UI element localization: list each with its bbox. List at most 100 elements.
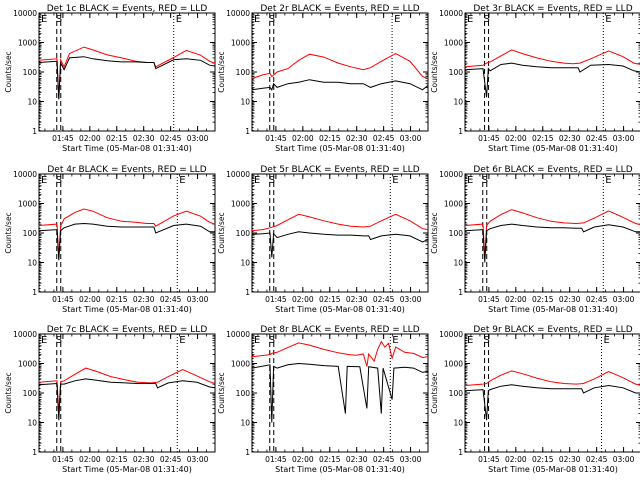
- x-tick-label: 03:00: [613, 455, 635, 464]
- x-tick-label: 02:15: [532, 134, 554, 143]
- x-tick-label: 02:00: [79, 295, 101, 304]
- x-tick-label: 02:15: [319, 134, 341, 143]
- marker-label-e-start: E: [254, 175, 260, 186]
- y-tick-label: 10: [27, 98, 37, 107]
- series-line-events: [251, 362, 429, 423]
- x-tick-label: 02:00: [292, 134, 314, 143]
- chart-title: Det 5r BLACK = Events, RED = LLD: [260, 165, 419, 175]
- y-tick-label: 10: [453, 419, 463, 428]
- y-tick-label: 10000: [226, 9, 250, 18]
- marker-label-s: S: [56, 14, 62, 25]
- x-tick-label: 02:00: [79, 134, 101, 143]
- x-tick-label: 02:15: [106, 295, 128, 304]
- y-tick-label: 100: [23, 68, 38, 77]
- chart-title: Det 9r BLACK = Events, RED = LLD: [473, 325, 632, 335]
- y-tick-label: 10: [453, 259, 463, 268]
- series-line-lld: [38, 367, 216, 414]
- y-tick-label: 10000: [439, 9, 463, 18]
- plot-frame: [38, 12, 216, 132]
- x-tick-label: 02:15: [106, 455, 128, 464]
- series-line-lld: [464, 49, 640, 68]
- x-tick-label: 03:00: [187, 295, 209, 304]
- x-tick-label: 03:00: [400, 134, 422, 143]
- marker-label-s: S: [484, 335, 490, 346]
- y-tick-label: 1: [32, 127, 37, 136]
- x-tick-label: 02:30: [133, 134, 155, 143]
- series-line-lld: [251, 213, 429, 232]
- series-line-lld: [38, 208, 216, 258]
- x-tick-label: 02:30: [346, 455, 368, 464]
- y-tick-label: 100: [23, 389, 38, 398]
- x-tick-label: 02:30: [346, 134, 368, 143]
- series-line-events: [38, 378, 216, 421]
- marker-label-e-start: E: [41, 335, 47, 346]
- marker-label-e-start: E: [467, 175, 473, 186]
- marker-label-e-start: E: [254, 335, 260, 346]
- x-tick-label: 02:30: [559, 455, 581, 464]
- y-tick-label: 100: [236, 229, 251, 238]
- chart-panel-1: Det 1c BLACK = Events, RED = LLD 1 10 100 10…: [4, 4, 216, 153]
- series-line-lld: [251, 53, 429, 79]
- plot-frame: [464, 173, 640, 293]
- x-tick-label: 02:15: [532, 295, 554, 304]
- y-tick-label: 10: [240, 259, 250, 268]
- y-tick-label: 1: [245, 448, 250, 457]
- y-tick-label: 1: [32, 288, 37, 297]
- y-tick-label: 10: [240, 98, 250, 107]
- y-tick-label: 1000: [18, 200, 37, 209]
- y-tick-label: 1000: [231, 360, 250, 369]
- chart-panel-4: Det 4r BLACK = Events, RED = LLD 1 10 100 10…: [4, 165, 216, 314]
- x-tick-label: 01:45: [52, 134, 74, 143]
- y-tick-label: 100: [449, 389, 464, 398]
- x-tick-label: 02:45: [586, 134, 608, 143]
- y-tick-label: 1: [458, 127, 463, 136]
- x-tick-label: 01:45: [52, 295, 74, 304]
- x-tick-label: 02:45: [373, 295, 395, 304]
- series-line-events: [251, 79, 429, 91]
- series-line-events: [38, 56, 216, 100]
- y-axis-label: Counts/sec: [430, 212, 439, 253]
- y-axis-label: Counts/sec: [430, 372, 439, 413]
- x-axis-label: Start Time (05-Mar-08 01:31:40): [275, 305, 405, 314]
- x-axis-label: Start Time (05-Mar-08 01:31:40): [488, 144, 618, 153]
- series-line-events: [464, 223, 640, 263]
- plot-frame: [38, 333, 216, 453]
- y-axis-label: Counts/sec: [4, 51, 13, 92]
- y-tick-label: 10: [240, 419, 250, 428]
- x-axis-label: Start Time (05-Mar-08 01:31:40): [62, 305, 192, 314]
- y-tick-label: 10000: [13, 330, 37, 339]
- y-axis-label: Counts/sec: [217, 51, 226, 92]
- marker-label-e-start: E: [41, 14, 47, 25]
- marker-label-s: S: [56, 175, 62, 186]
- marker-label-e-start: E: [41, 175, 47, 186]
- y-tick-label: 10000: [226, 330, 250, 339]
- x-tick-label: 01:45: [265, 455, 287, 464]
- x-tick-label: 02:00: [79, 455, 101, 464]
- x-tick-label: 02:45: [160, 134, 182, 143]
- x-tick-label: 02:00: [292, 295, 314, 304]
- x-tick-label: 03:00: [400, 455, 422, 464]
- y-axis-label: Counts/sec: [217, 372, 226, 413]
- marker-label-s: S: [482, 175, 488, 186]
- chart-panel-7: Det 7c BLACK = Events, RED = LLD 1 10 100 10…: [4, 325, 216, 474]
- plot-frame: [464, 333, 640, 453]
- chart-panel-6: Det 6r BLACK = Events, RED = LLD 1 10 100 10…: [430, 165, 640, 314]
- series-line-events: [38, 222, 215, 261]
- x-tick-label: 02:45: [373, 455, 395, 464]
- x-tick-label: 02:45: [586, 295, 608, 304]
- marker-label-e-end: E: [603, 335, 609, 346]
- x-axis-label: Start Time (05-Mar-08 01:31:40): [488, 465, 618, 474]
- marker-label-e-end: E: [176, 14, 182, 25]
- marker-label-s: S: [269, 14, 275, 25]
- x-tick-label: 01:45: [478, 455, 500, 464]
- y-axis-label: Counts/sec: [4, 372, 13, 413]
- x-tick-label: 01:45: [265, 134, 287, 143]
- y-tick-label: 100: [449, 68, 464, 77]
- y-tick-label: 100: [236, 68, 251, 77]
- x-tick-label: 02:45: [586, 455, 608, 464]
- y-tick-label: 1: [245, 288, 250, 297]
- y-tick-label: 1000: [18, 360, 37, 369]
- x-tick-label: 02:30: [133, 455, 155, 464]
- marker-label-e-end: E: [605, 14, 611, 25]
- marker-label-s: S: [56, 335, 62, 346]
